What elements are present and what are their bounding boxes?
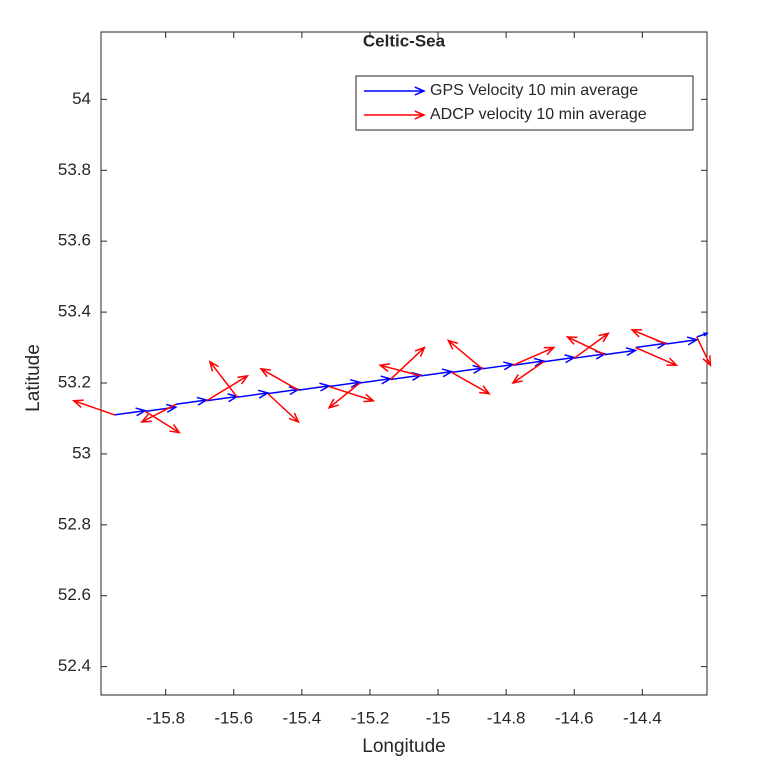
y-tick-label: 52.6: [58, 585, 91, 604]
y-tick-label: 53.4: [58, 302, 91, 321]
arrow: [378, 363, 422, 377]
arrow: [482, 361, 515, 371]
arrow: [327, 382, 361, 410]
legend-label: ADCP velocity 10 min average: [430, 106, 647, 123]
arrow: [389, 346, 426, 381]
arrow: [446, 339, 483, 370]
arrow: [696, 336, 712, 368]
y-tick-label: 52.8: [58, 514, 91, 533]
x-tick-label: -14.8: [487, 708, 526, 727]
arrow: [259, 367, 299, 391]
arrow: [267, 393, 300, 424]
x-tick-label: -15.8: [146, 708, 185, 727]
arrow: [145, 403, 178, 413]
legend-label: GPS Velocity 10 min average: [430, 82, 638, 99]
legend-arrow: [364, 86, 426, 96]
y-tick-label: 53.6: [58, 231, 91, 250]
x-tick-label: -14.6: [555, 708, 594, 727]
y-tick-label: 53.2: [58, 372, 91, 391]
arrow: [71, 399, 115, 416]
arrow: [208, 360, 238, 398]
x-tick-label: -15: [426, 708, 451, 727]
arrow: [140, 403, 177, 423]
x-tick-label: -15.6: [214, 708, 253, 727]
y-tick-label: 53.8: [58, 160, 91, 179]
x-axis-label: Longitude: [362, 736, 445, 757]
y-axis-label: Latitude: [23, 344, 44, 412]
arrow: [573, 332, 610, 359]
chart-title: Celtic-Sea: [363, 31, 446, 50]
arrow: [144, 410, 181, 434]
x-tick-label: -14.4: [623, 708, 662, 727]
arrow: [635, 346, 679, 367]
x-tick-label: -15.2: [351, 708, 390, 727]
arrow: [298, 382, 332, 392]
arrow: [175, 396, 209, 406]
arrow: [512, 346, 556, 366]
arrow: [511, 361, 545, 385]
arrow: [328, 385, 376, 403]
y-tick-label: 53: [72, 443, 91, 462]
arrow: [206, 374, 250, 402]
arrow: [696, 332, 709, 338]
x-tick-label: -15.4: [282, 708, 321, 727]
arrow: [604, 347, 638, 357]
legend-arrow: [364, 110, 426, 120]
arrow: [451, 371, 491, 395]
arrow: [114, 407, 148, 417]
y-tick-label: 52.4: [58, 656, 91, 675]
plot-frame: [100, 31, 708, 696]
legend-box: [355, 75, 694, 131]
y-tick-label: 54: [72, 89, 91, 108]
arrow: [565, 336, 606, 356]
arrow: [237, 389, 270, 399]
arrow: [666, 336, 699, 346]
arrow: [420, 368, 454, 378]
arrow: [359, 375, 393, 385]
arrow: [390, 371, 423, 381]
arrow: [543, 354, 577, 364]
arrow: [630, 329, 667, 345]
arrow: [451, 364, 485, 374]
